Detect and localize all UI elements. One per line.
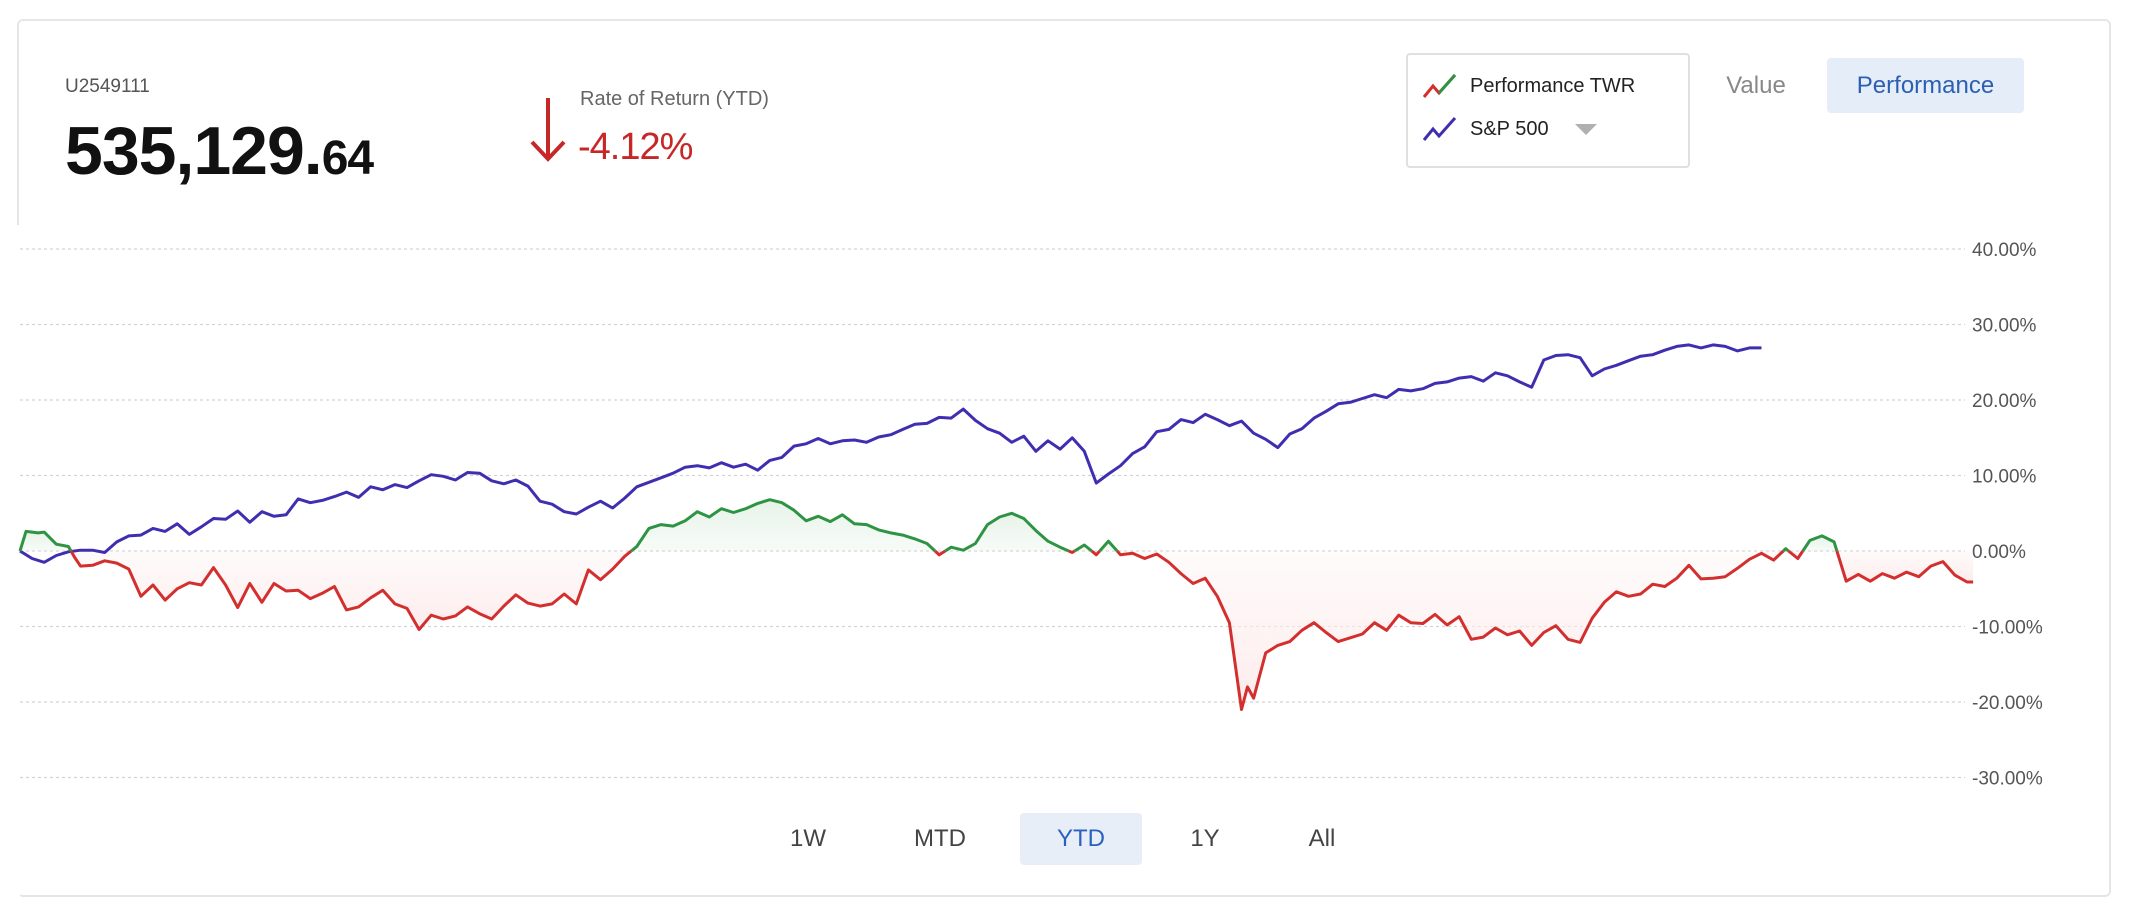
series-line-performance-twr [1787,549,1805,560]
series-line-sp500 [19,343,1762,564]
balance-integer: 535,129. [65,113,323,189]
account-balance: 535,129.64 [65,112,374,190]
performance-card [17,19,2111,897]
range-1y-button[interactable]: 1Y [1190,825,1220,852]
y-tick-label: -10.00% [1972,618,2043,639]
y-tick-label: -20.00% [1972,693,2043,714]
left-edge-mask [0,225,20,905]
series-line-performance-twr [1090,549,1101,557]
twr-area-fill [1099,541,1118,551]
arrow-down-icon [530,98,566,162]
twr-line-icon [1422,74,1457,98]
rate-of-return-label: Rate of Return (YTD) [580,88,769,110]
rate-of-return-value: -4.12% [578,126,693,168]
value-toggle-button[interactable]: Value [1726,71,1786,99]
series-line-performance-twr [1801,534,1839,552]
y-tick-label: 20.00% [1972,391,2037,412]
range-ytd-button[interactable]: YTD [1020,813,1142,865]
y-tick-label: 0.00% [1972,542,2026,563]
y-tick-label: -30.00% [1972,769,2043,790]
legend-label-twr: Performance TWR [1470,74,1636,97]
legend-item-benchmark[interactable]: S&P 500 [1422,114,1597,144]
chart-legend: Performance TWR S&P 500 [1406,53,1690,168]
twr-area-fill [1117,551,1784,710]
series-line-performance-twr [69,549,633,631]
series-line-performance-twr [1073,543,1093,553]
twr-area-fill [1836,551,1974,582]
series-line-performance-twr [1098,539,1119,553]
twr-area-fill [20,531,71,551]
series-line-performance-twr [1835,550,1974,584]
legend-item-twr[interactable]: Performance TWR [1422,71,1635,101]
performance-toggle-button[interactable]: Performance [1827,58,2024,113]
range-all-button[interactable]: All [1308,825,1336,852]
series-line-performance-twr [1116,549,1785,711]
series-line-performance-twr [1782,547,1790,553]
y-tick-label: 40.00% [1972,240,2037,261]
legend-label-benchmark: S&P 500 [1470,117,1549,140]
series-line-performance-twr [18,529,73,552]
y-tick-label: 30.00% [1972,316,2037,337]
series-line-performance-twr [934,549,946,557]
series-line-performance-twr [1068,549,1076,554]
range-mtd-button[interactable]: MTD [914,825,966,852]
twr-area-fill [631,499,936,551]
account-id: U2549111 [65,76,150,97]
twr-area-fill [71,551,632,630]
benchmark-line-icon [1422,117,1457,141]
series-line-performance-twr [944,511,1070,553]
series-line-performance-twr [630,498,937,553]
balance-decimals: 64 [321,132,374,185]
chevron-down-icon[interactable] [1574,123,1597,135]
twr-area-fill [945,513,1069,551]
y-tick-label: 10.00% [1972,467,2037,488]
range-1w-button[interactable]: 1W [790,825,826,852]
